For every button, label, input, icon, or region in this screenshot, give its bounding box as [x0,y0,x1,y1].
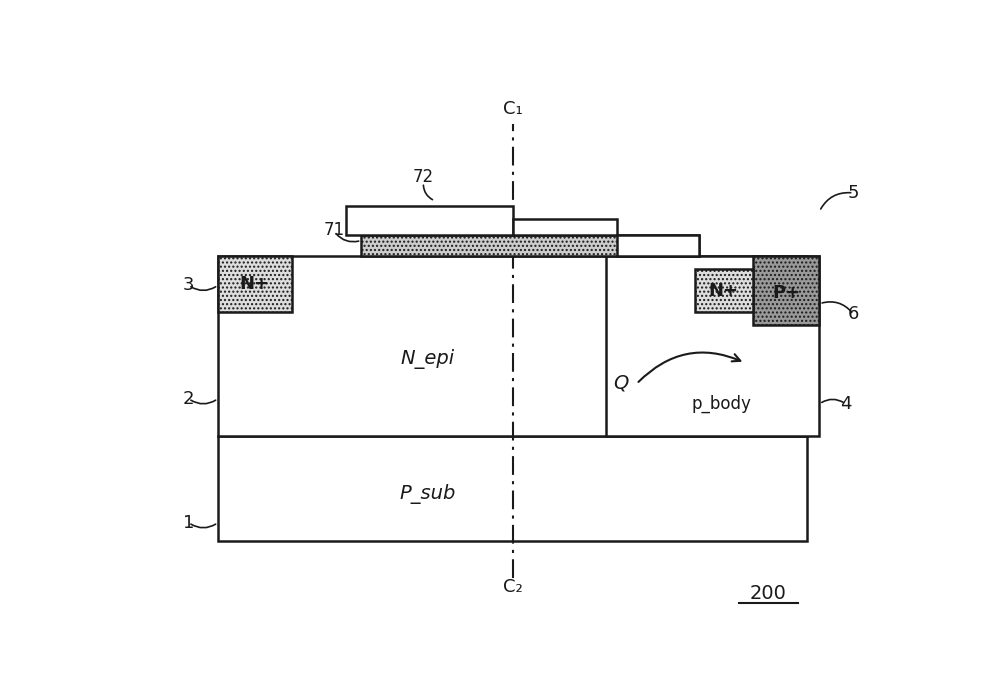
Text: 1: 1 [183,514,194,532]
Text: C₂: C₂ [503,579,522,597]
Bar [361,235,698,256]
Bar [218,256,807,436]
Text: 200: 200 [750,584,787,603]
Text: 72: 72 [413,168,434,186]
Text: 4: 4 [840,395,852,413]
Text: 2: 2 [183,390,194,408]
Bar [346,206,512,235]
Bar [695,269,753,312]
Text: 3: 3 [183,276,194,295]
Text: N_epi: N_epi [400,349,454,369]
Text: N+: N+ [239,275,269,293]
Text: 71: 71 [324,221,345,239]
Text: Q: Q [613,373,629,393]
Text: P+: P+ [772,284,800,302]
Bar [218,436,807,541]
Bar [617,235,698,256]
Text: P_sub: P_sub [399,484,455,503]
Bar [218,256,292,312]
Bar [512,219,617,235]
Bar [753,256,819,325]
Text: C₁: C₁ [503,99,522,118]
Text: 5: 5 [848,184,859,202]
Bar [606,256,819,436]
Text: 6: 6 [848,306,859,323]
Text: p_body: p_body [692,395,752,413]
Text: N+: N+ [708,282,738,299]
